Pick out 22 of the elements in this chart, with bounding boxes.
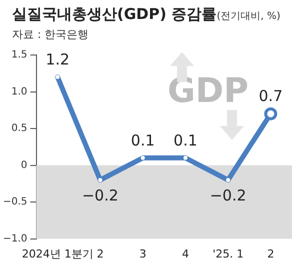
annotation: GDP xyxy=(167,71,249,111)
y-tick-label: 0.5 xyxy=(11,123,28,134)
x-tick-label: '25. 1 xyxy=(212,247,244,260)
chart-title: 실질국내총생산(GDP) 증감률 xyxy=(12,5,217,23)
data-label: 0.1 xyxy=(174,131,198,150)
data-label: 0.7 xyxy=(258,87,283,106)
data-label: 1.2 xyxy=(46,50,70,68)
y-tick-label: −0.5 xyxy=(2,196,28,208)
data-label: −0.2 xyxy=(82,186,118,204)
x-tick-label: 3 xyxy=(139,247,146,260)
y-tick-label: 0 xyxy=(20,160,28,171)
x-tick-label: 4 xyxy=(182,247,189,260)
text: 자료 : 한국은행 xyxy=(12,27,90,42)
chart-subtitle: (전기대비, %) xyxy=(216,11,280,22)
data-label: 0.1 xyxy=(130,131,155,150)
y-tick-label: −1.0 xyxy=(2,233,28,244)
x-tick-label: 2 xyxy=(96,247,104,260)
x-tick-label: 2 xyxy=(267,247,274,260)
y-tick-label: 1.0 xyxy=(11,86,28,98)
y-tick-label: 1.5 xyxy=(11,50,28,61)
x-tick-label: 2024년 1분기 xyxy=(22,247,94,260)
data-label: −0.2 xyxy=(210,186,246,204)
